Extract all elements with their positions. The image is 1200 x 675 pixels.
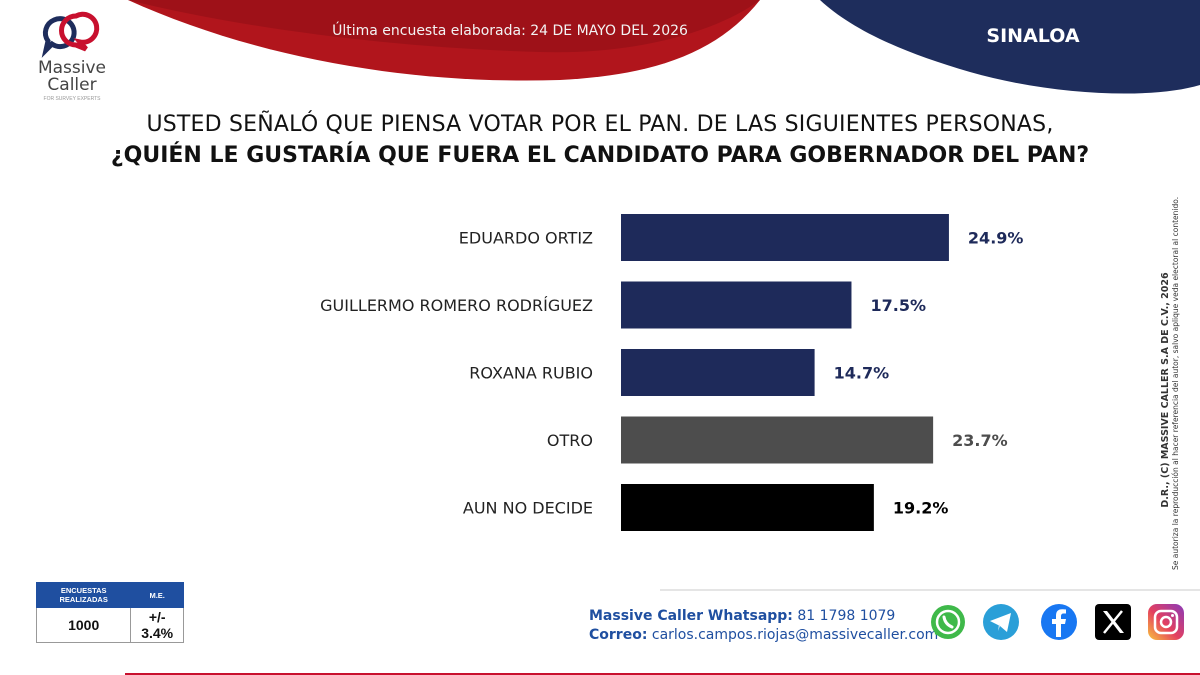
logo	[24, 8, 120, 100]
surveys-value: 1000	[35, 607, 132, 643]
telegram-icon[interactable]	[982, 603, 1020, 641]
copyright-line2: Se autoriza la reproducción al hacer ref…	[1171, 196, 1180, 570]
whatsapp-icon[interactable]	[929, 603, 967, 641]
margin-value: +/- 3.4%	[130, 607, 184, 643]
logo-name-line1: Massive	[37, 58, 107, 78]
question-line1: USTED SEÑALÓ QUE PIENSA VOTAR POR EL PAN…	[146, 112, 1054, 137]
question-line2: ¿QUIÉN LE GUSTARÍA QUE FUERA EL CANDIDAT…	[110, 143, 1090, 168]
bar-1	[621, 281, 852, 329]
instagram-icon[interactable]	[1147, 603, 1185, 641]
bar-2	[621, 349, 815, 396]
survey-date: Última encuesta elaborada: 24 DE MAYO DE…	[332, 23, 688, 39]
whatsapp-label: Massive Caller Whatsapp:	[589, 608, 793, 624]
bar-4	[621, 484, 874, 531]
bar-3	[621, 416, 934, 464]
logo-icon	[41, 11, 100, 58]
logo-name: Massive Caller	[24, 60, 120, 94]
logo-name-line2: Caller	[47, 75, 97, 95]
category-label: AUN NO DECIDE	[463, 499, 593, 518]
x-icon[interactable]	[1094, 603, 1132, 641]
facebook-icon[interactable]	[1040, 603, 1078, 641]
footer-divider	[660, 589, 1200, 591]
sample-table: ENCUESTAS REALIZADAS M.E. 1000 +/- 3.4%	[35, 582, 184, 643]
value-label: 14.7%	[834, 364, 890, 383]
value-label: 17.5%	[870, 296, 926, 315]
category-label: ROXANA RUBIO	[469, 364, 593, 383]
email-address[interactable]: carlos.campos.riojas@massivecaller.com	[651, 627, 939, 643]
state-label: SINALOA	[986, 25, 1080, 47]
margin-header: M.E.	[130, 582, 184, 608]
copyright-line1: D.R., (C) MASSIVE CALLER S.A DE C.V., 20…	[1160, 272, 1171, 508]
category-label: OTRO	[547, 431, 593, 450]
email-label: Correo:	[589, 627, 648, 643]
contact-whatsapp: Massive Caller Whatsapp: 81 1798 1079	[589, 608, 895, 624]
value-label: 24.9%	[968, 229, 1024, 248]
contact-email: Correo: carlos.campos.riojas@massivecall…	[589, 627, 938, 643]
bar-chart: EDUARDO ORTIZ 24.9% GUILLERMO ROMERO RODRÍ…	[320, 214, 1024, 531]
bottom-accent-line	[125, 673, 1200, 675]
category-label: GUILLERMO ROMERO RODRÍGUEZ	[320, 296, 593, 315]
value-label: 23.7%	[952, 431, 1008, 450]
whatsapp-number[interactable]: 81 1798 1079	[797, 608, 896, 624]
category-label: EDUARDO ORTIZ	[459, 229, 593, 248]
header-banner	[128, 0, 1200, 94]
surveys-header: ENCUESTAS REALIZADAS	[35, 582, 132, 608]
bar-0	[621, 214, 949, 261]
logo-tagline: FOR SURVEY EXPERTS	[43, 96, 101, 102]
value-label: 19.2%	[893, 499, 949, 518]
